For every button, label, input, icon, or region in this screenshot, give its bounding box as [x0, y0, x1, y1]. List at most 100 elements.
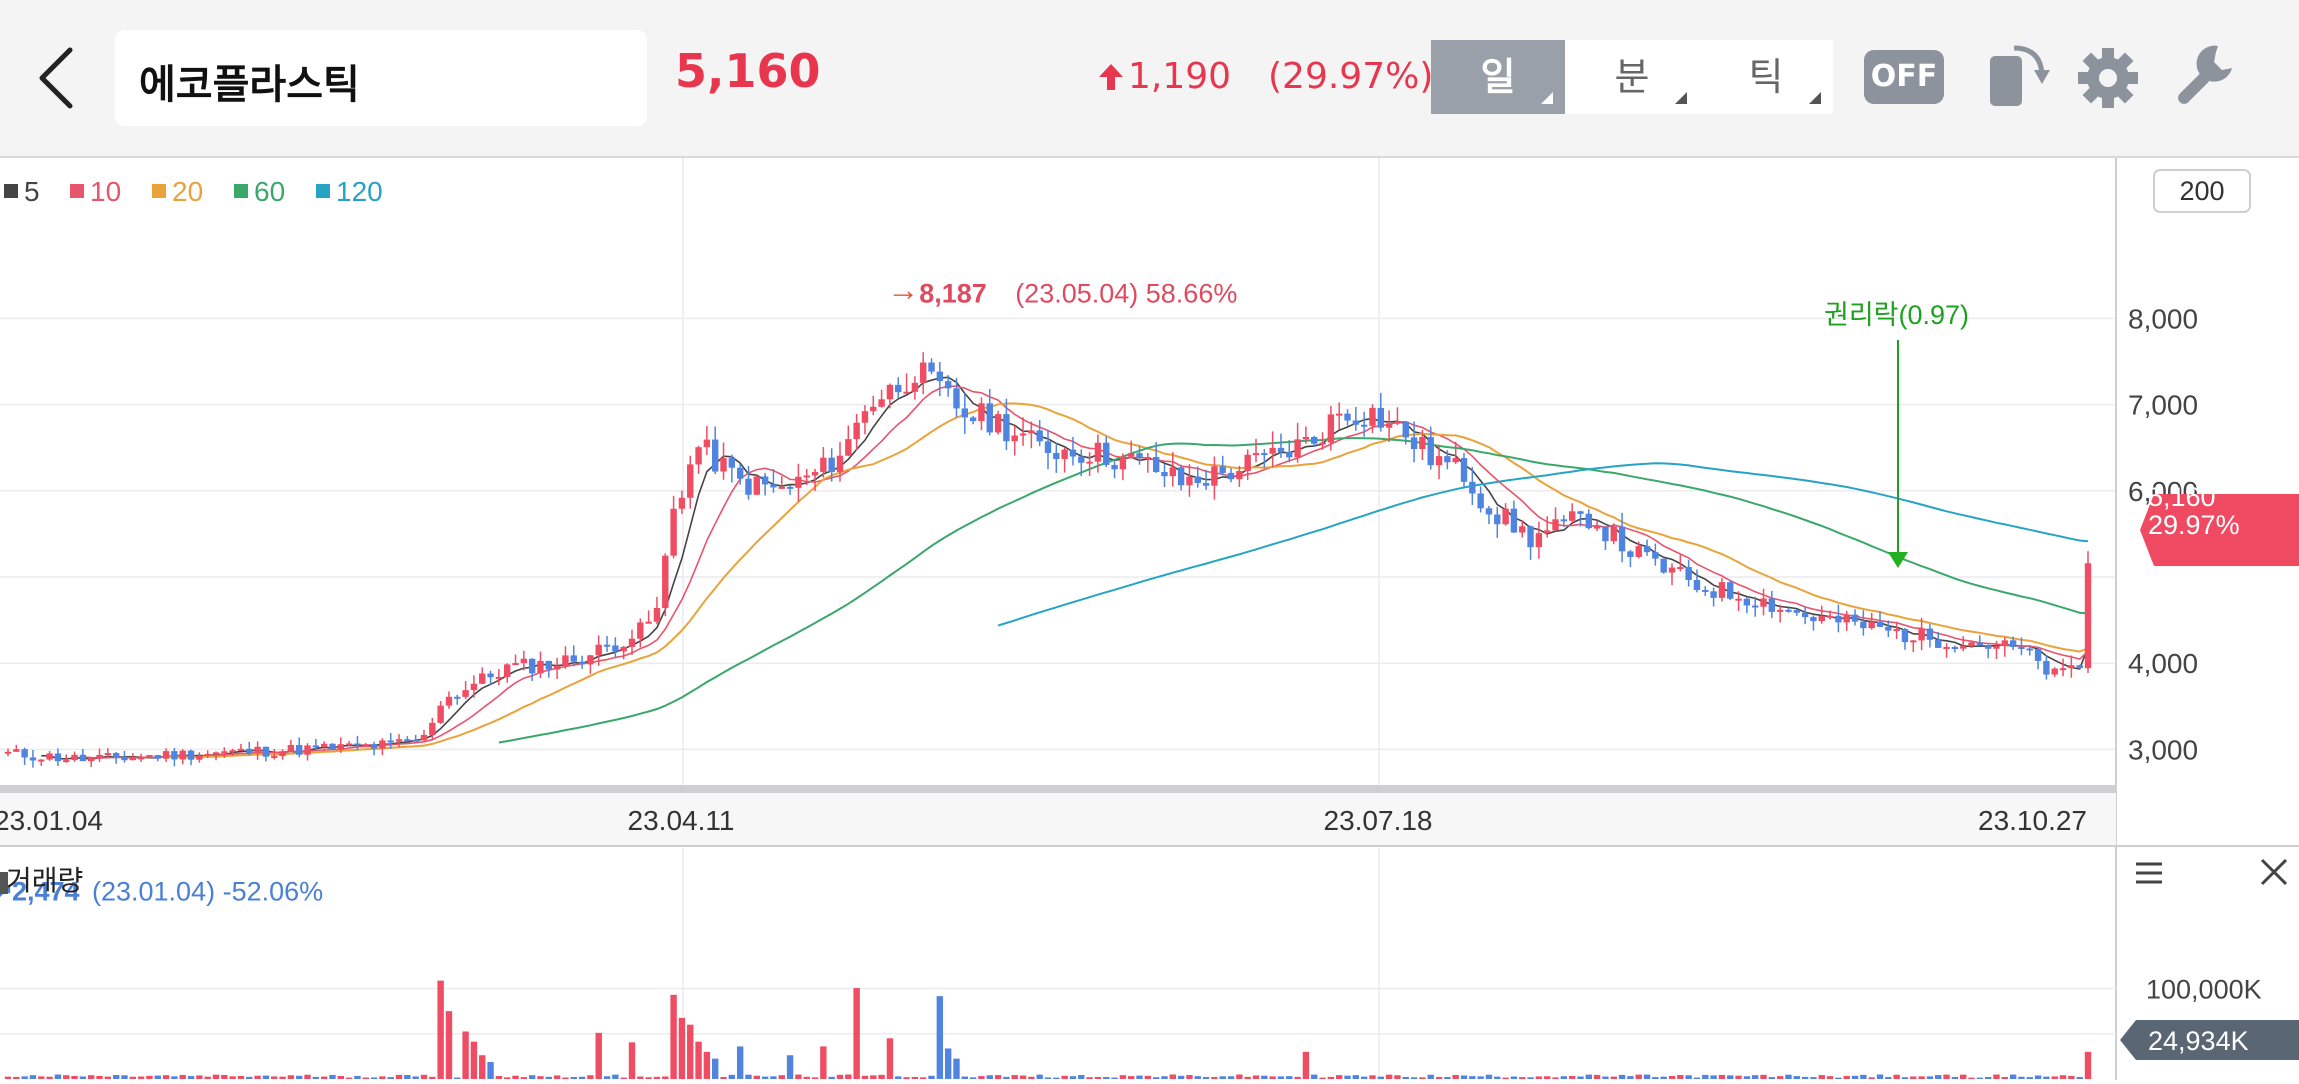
candle-body	[445, 696, 453, 706]
candle-body	[1776, 609, 1784, 612]
candle-body	[1452, 458, 1459, 463]
ma-legend[interactable]: 5 10 20 60 120	[4, 176, 383, 207]
candle-body	[978, 403, 985, 422]
off-toggle[interactable]: OFF	[1864, 50, 1944, 104]
volume-bar	[1161, 1076, 1168, 1079]
candle-body	[1677, 567, 1684, 570]
tab-tick[interactable]: 틱	[1699, 40, 1833, 114]
candle-body	[720, 458, 727, 472]
candle-body	[1885, 626, 1892, 631]
legend-label: 10	[90, 176, 121, 207]
volume-bar	[4, 1076, 12, 1079]
candle-body	[578, 661, 586, 665]
candle-body	[1943, 647, 1950, 650]
tab-daily[interactable]: 일	[1431, 40, 1565, 114]
ma-line-5	[41, 376, 2089, 760]
candle-body	[1111, 464, 1118, 470]
stock-chart[interactable]: 5 10 20 60 120 → 8,187 (23.05.04) 58.66% ↗ 2…	[0, 158, 2299, 1080]
volume-bar	[1111, 1077, 1118, 1079]
volume-bar	[1868, 1077, 1875, 1079]
candle-body	[1693, 579, 1701, 590]
candle-body	[404, 739, 411, 742]
candle-body	[429, 722, 436, 735]
legend-swatch	[316, 184, 330, 198]
candle-body	[46, 753, 53, 760]
volume-bar	[71, 1075, 78, 1079]
volume-bar	[1036, 1074, 1043, 1079]
volume-bar	[1652, 1077, 1659, 1079]
candle-body	[1069, 449, 1077, 457]
volume-bar	[329, 1074, 336, 1079]
candle-body	[903, 391, 910, 394]
candle-body	[1893, 629, 1900, 632]
volume-bar	[2001, 1077, 2008, 1079]
volume-bar	[1202, 1077, 1210, 1079]
candle-body	[2068, 665, 2075, 669]
candle-body	[878, 399, 885, 407]
candle-body	[994, 414, 1002, 433]
candle-body	[146, 755, 153, 758]
candle-body	[1735, 598, 1742, 601]
price-change-percent: (29.97%)	[1268, 56, 1434, 97]
event-marker-arrow	[1888, 552, 1908, 568]
candle-body	[1360, 424, 1368, 427]
volume-bar	[1144, 1075, 1152, 1079]
menu-icon[interactable]	[2136, 862, 2162, 884]
close-icon[interactable]	[2260, 858, 2288, 886]
candle-body	[836, 455, 844, 473]
volume-bar	[1785, 1074, 1792, 1079]
candle-body	[1793, 610, 1800, 613]
volume-bar	[1618, 1074, 1626, 1079]
volume-bar	[420, 1074, 428, 1079]
volume-bar	[1352, 1075, 1360, 1079]
candle-body	[528, 658, 536, 674]
volume-bar	[1727, 1075, 1734, 1079]
candle-body	[828, 457, 835, 473]
candle-body	[13, 749, 20, 752]
candle-body	[1718, 582, 1726, 598]
volume-bar	[504, 1077, 511, 1079]
rotate-screen-icon[interactable]	[1984, 40, 2054, 116]
candle-body	[4, 751, 12, 754]
candle-body	[370, 744, 378, 749]
volume-bar	[553, 1075, 561, 1079]
candle-body	[845, 439, 852, 456]
volume-bar	[1177, 1075, 1185, 1079]
date-axis: 23.01.04 23.04.11 23.07.18 23.10.27	[0, 785, 2299, 847]
volume-bar	[1419, 1077, 1426, 1079]
candle-body	[462, 690, 469, 697]
volume-bar	[1477, 1076, 1484, 1079]
candle-body	[246, 748, 253, 754]
candlesticks	[4, 352, 2092, 768]
current-volume-label: 24,934K	[2148, 1026, 2249, 1056]
volume-bar	[1044, 1077, 1052, 1079]
candle-body	[1527, 526, 1534, 548]
volume-bar	[512, 1075, 519, 1079]
ma-line-120	[997, 462, 2089, 627]
candle-body	[545, 660, 552, 670]
event-label: 권리락(0.97)	[1824, 300, 1969, 330]
app-header: 에코플라스틱 5,160 1,190 (29.97%) 일 분 틱 OFF	[0, 0, 2299, 158]
back-icon[interactable]	[28, 42, 88, 114]
candle-body	[753, 476, 760, 495]
wrench-icon[interactable]	[2170, 40, 2240, 116]
volume-bar	[1236, 1074, 1243, 1079]
volume-bar	[1560, 1076, 1568, 1079]
volume-bar	[1169, 1074, 1176, 1079]
chart-area[interactable]: 5 10 20 60 120 → 8,187 (23.05.04) 58.66% ↗ 2…	[0, 158, 2299, 1080]
volume-bar	[1735, 1075, 1742, 1079]
stock-search-field[interactable]: 에코플라스틱	[115, 30, 647, 126]
range-box[interactable]	[2153, 169, 2251, 213]
volume-bar	[570, 1076, 577, 1079]
gear-icon[interactable]	[2073, 40, 2143, 116]
volume-bar	[903, 1077, 910, 1079]
annotations: → 8,187 (23.05.04) 58.66% ↗ 2,474 (23.01…	[0, 271, 1969, 906]
candle-body	[811, 471, 819, 476]
volume-bar	[345, 1077, 353, 1079]
volume-bar	[1319, 1077, 1326, 1079]
low-price-label: 2,474	[12, 877, 80, 907]
volume-bar	[2009, 1074, 2017, 1079]
volume-bar	[603, 1076, 611, 1079]
tab-minute[interactable]: 분	[1565, 40, 1699, 114]
